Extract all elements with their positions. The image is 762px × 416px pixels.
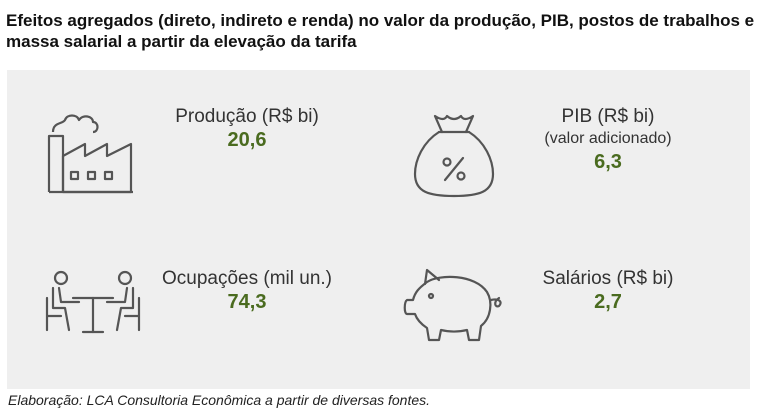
piggy-bank-icon <box>399 262 509 346</box>
infographic-panel: Produção (R$ bi) 20,6 PIB (R$ bi) (valor… <box>7 70 750 389</box>
metric-ocupacoes: Ocupações (mil un.) 74,3 <box>147 268 347 314</box>
factory-icon <box>41 110 141 196</box>
metric-value: 6,3 <box>594 151 622 173</box>
people-at-table-icon <box>43 268 143 336</box>
metric-pib: PIB (R$ bi) (valor adicionado) 6,3 <box>513 106 703 174</box>
metric-producao: Produção (R$ bi) 20,6 <box>157 106 337 152</box>
money-bag-icon <box>409 108 499 200</box>
metric-value: 2,7 <box>594 291 622 313</box>
metric-label: Produção (R$ bi) <box>175 106 319 127</box>
metric-label: Ocupações (mil un.) <box>161 268 332 289</box>
metric-value: 74,3 <box>227 291 267 313</box>
metric-sublabel: (valor adicionado) <box>544 130 672 147</box>
source-note: Elaboração: LCA Consultoria Econômica a … <box>8 392 431 408</box>
metric-label: Salários (R$ bi) <box>542 268 674 289</box>
page-title: Efeitos agregados (direto, indireto e re… <box>6 11 755 51</box>
metric-salarios: Salários (R$ bi) 2,7 <box>513 268 703 314</box>
metric-value: 20,6 <box>227 129 267 151</box>
metric-label: PIB (R$ bi) <box>561 106 655 127</box>
